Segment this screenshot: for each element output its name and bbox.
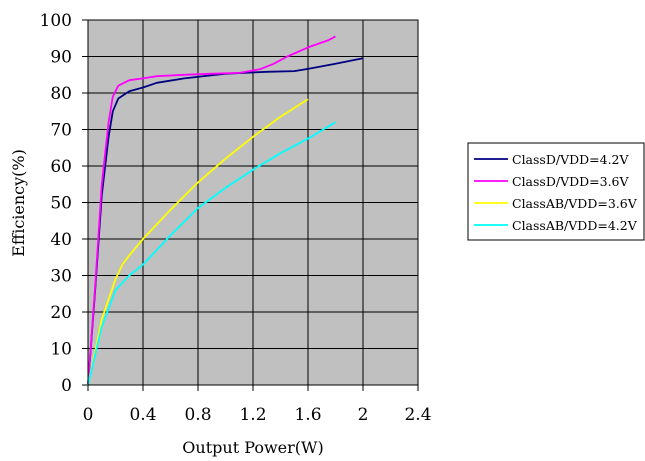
plot-area-border <box>87 19 419 386</box>
y-tick-label: 50 <box>50 194 72 214</box>
series-line-1 <box>87 57 364 386</box>
y-tick-label: 80 <box>50 84 72 104</box>
series-lines <box>87 35 364 386</box>
y-axis-ticks: 0 10 20 30 40 50 60 70 80 90 100 <box>40 11 88 396</box>
y-tick-label: 100 <box>40 11 72 31</box>
legend-label: ClassAB/VDD=4.2V <box>512 218 638 233</box>
x-tick-label: 1.6 <box>294 405 321 425</box>
y-tick-label: 20 <box>50 303 72 323</box>
series-line-2 <box>87 35 336 386</box>
legend: ClassD/VDD=4.2V ClassD/VDD=3.6V ClassAB/VD… <box>467 142 645 241</box>
x-tick-label: 0 <box>83 405 94 425</box>
legend-label: ClassAB/VDD=3.6V <box>512 196 638 211</box>
y-axis-title: Efficiency(%) <box>9 149 28 257</box>
gridlines <box>88 20 418 385</box>
x-tick-label: 2 <box>358 405 369 425</box>
y-tick-label: 30 <box>50 267 72 287</box>
series-line-3 <box>87 98 309 386</box>
x-tick-label: 1.2 <box>239 405 266 425</box>
x-tick-label: 2.4 <box>404 405 431 425</box>
x-axis-title: Output Power(W) <box>182 438 323 457</box>
y-tick-label: 10 <box>50 340 72 360</box>
x-tick-label: 0.8 <box>184 405 211 425</box>
y-tick-label: 90 <box>50 48 72 68</box>
y-tick-label: 40 <box>50 230 72 250</box>
series-line-4 <box>87 121 336 386</box>
legend-label: ClassD/VDD=4.2V <box>512 152 630 167</box>
legend-label: ClassD/VDD=3.6V <box>512 174 630 189</box>
x-axis-ticks: 0 0.4 0.8 1.2 1.6 2 2.4 <box>83 385 432 425</box>
y-tick-label: 60 <box>50 157 72 177</box>
y-tick-label: 0 <box>61 376 72 396</box>
y-tick-label: 70 <box>50 121 72 141</box>
x-tick-label: 0.4 <box>129 405 156 425</box>
